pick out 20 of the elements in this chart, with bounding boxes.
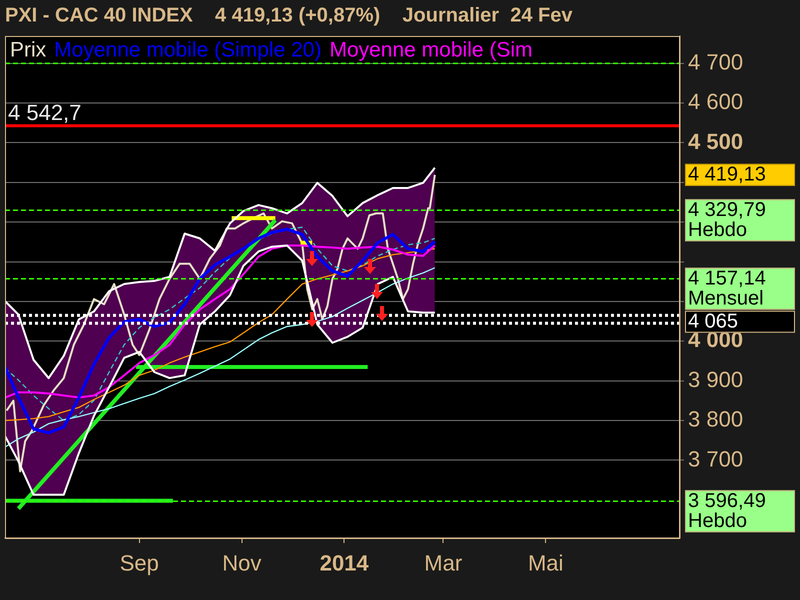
ref-line-label: 3 596,49 Hebdo — [688, 490, 766, 532]
chart-title: PXI - CAC 40 INDEX 4 419,13 (+0,87%) Journalier 24 Fev — [5, 4, 574, 27]
ref-line-label: 4 542,7 — [8, 100, 82, 125]
x-tick-label: Sep — [120, 550, 159, 576]
y-tick-label: 3 700 — [688, 446, 744, 472]
ref-line-label: 4 329,79 Hebdo — [688, 198, 766, 241]
y-tick-label: 3 900 — [688, 366, 744, 392]
text: Moyenne mobile (Simple 20) — [54, 38, 322, 62]
x-tick-label: Mai — [528, 550, 564, 576]
x-tick-label: Mar — [424, 550, 462, 576]
text: 4 419,13 — [688, 163, 766, 186]
y-tick-label: 4 700 — [688, 49, 744, 74]
y-tick-label: 3 800 — [688, 406, 744, 432]
x-tick-label: 2014 — [320, 550, 370, 576]
x-tick-label: Nov — [222, 550, 262, 576]
y-tick-label: 4 500 — [688, 128, 744, 154]
text: Moyenne mobile (Sim — [329, 38, 533, 62]
text: Prix — [10, 38, 47, 62]
y-tick-label: 4 600 — [688, 89, 744, 114]
ref-line-label: 4 157,14 Mensuel — [688, 267, 766, 310]
